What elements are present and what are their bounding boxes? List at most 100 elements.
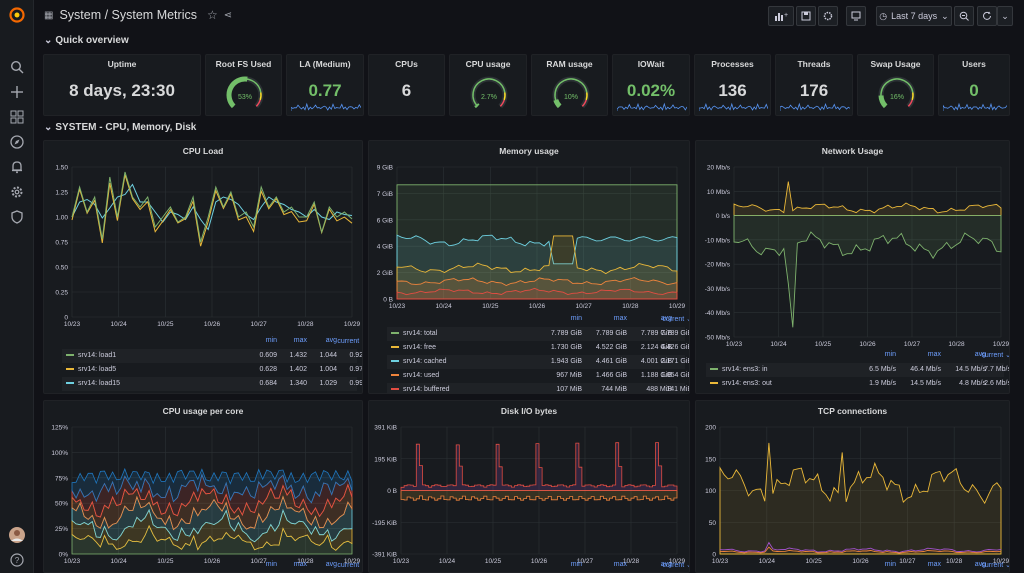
legend-header-min[interactable]: min bbox=[884, 351, 896, 358]
settings-icon[interactable] bbox=[818, 6, 838, 26]
refresh-icon[interactable] bbox=[977, 6, 997, 26]
gauge-value: 2.7% bbox=[481, 94, 497, 101]
legend-header-max[interactable]: max bbox=[293, 337, 307, 344]
star-icon[interactable]: ☆ bbox=[206, 8, 218, 22]
panel-disk-io-bytes[interactable]: Disk I/O bytes 391 KiB 195 KiB 0 B -195 KiB… bbox=[368, 400, 690, 573]
legend-header-avg[interactable]: avg bbox=[325, 561, 337, 568]
stat-users[interactable]: Users 0 bbox=[938, 54, 1010, 116]
cpu-load-chart[interactable]: 1.50 1.25 1.00 0.75 0.50 0.25 010/23 10/24 10/25… bbox=[44, 159, 363, 359]
legend-header-min[interactable]: min bbox=[570, 561, 582, 568]
dashboard-title[interactable]: System / System Metrics bbox=[59, 8, 197, 22]
stat-processes[interactable]: Processes 136 bbox=[694, 54, 771, 116]
memory-usage-chart[interactable]: 9 GiB 7 GiB 6 GiB 4 GiB 2 GiB 0 B10/23 10/24 10… bbox=[369, 159, 690, 331]
legend-row[interactable]: srv14: ens3: in 6.5 Mb/s 46.4 Mb/s 14.5 Mb/… bbox=[706, 363, 1009, 377]
legend-current-value: 2.171 GiB bbox=[660, 358, 690, 365]
legend-row[interactable]: srv14: load5 0.628 1.402 1.004 0.974 bbox=[62, 363, 362, 377]
save-icon[interactable] bbox=[796, 6, 816, 26]
stat-swap-usage[interactable]: Swap Usage 16% bbox=[857, 54, 934, 116]
legend-row[interactable]: srv14: cached 1.943 GiB 4.461 GiB 4.001 GiB… bbox=[387, 355, 689, 369]
legend-header-current[interactable]: current ⌄ bbox=[662, 562, 690, 569]
panel-cpu-usage-per-core[interactable]: CPU usage per core 125% 100% 75% 50% 25% 0% 10… bbox=[43, 400, 363, 573]
stat-cpu-usage[interactable]: CPU usage 2.7% bbox=[449, 54, 527, 116]
panel-title: Network Usage bbox=[821, 146, 884, 156]
bell-icon[interactable] bbox=[9, 159, 25, 175]
share-icon[interactable]: ⋖ bbox=[223, 9, 233, 21]
search-icon[interactable] bbox=[9, 59, 25, 75]
legend-header-max[interactable]: max bbox=[927, 351, 941, 358]
legend-header-current[interactable]: current ⌄ bbox=[981, 352, 1010, 359]
legend-header-max[interactable]: max bbox=[613, 315, 627, 322]
legend-header-min[interactable]: min bbox=[265, 337, 277, 344]
legend-row[interactable]: srv14: used 967 MiB 1.466 GiB 1.188 GiB 1.05… bbox=[387, 369, 689, 383]
legend-header-max[interactable]: max bbox=[613, 561, 627, 568]
legend-row[interactable]: srv14: buffered 107 MiB 744 MiB 488 MiB 141 … bbox=[387, 383, 689, 393]
gauge-fill bbox=[474, 103, 480, 109]
network-usage-chart[interactable]: 20 Mb/s 10 Mb/s 0 b/s -10 Mb/s -20 Mb/s -30 M… bbox=[696, 159, 1010, 359]
zoom-out-icon[interactable] bbox=[954, 6, 974, 26]
refresh-interval-dropdown[interactable]: ⌄ bbox=[997, 6, 1013, 26]
avatar[interactable] bbox=[9, 527, 25, 543]
stat-la-medium[interactable]: LA (Medium) 0.77 bbox=[286, 54, 364, 116]
time-range-picker[interactable]: ◷ Last 7 days ⌄ bbox=[876, 6, 952, 26]
stat-threads[interactable]: Threads 176 bbox=[775, 54, 853, 116]
compass-icon[interactable] bbox=[9, 134, 25, 150]
legend-row[interactable]: srv14: ens3: out 1.9 Mb/s 14.5 Mb/s 4.8 Mb/… bbox=[706, 377, 1009, 391]
stat-iowait[interactable]: IOWait 0.02% bbox=[612, 54, 690, 116]
legend-min-value: 7.789 GiB bbox=[550, 330, 582, 337]
legend-row[interactable]: srv14: total 7.789 GiB 7.789 GiB 7.789 GiB 7… bbox=[387, 327, 689, 341]
legend-header-avg[interactable]: avg bbox=[660, 315, 672, 322]
legend-header-current[interactable]: current ⌄ bbox=[981, 562, 1010, 569]
row-system[interactable]: ⌄ SYSTEM - CPU, Memory, Disk bbox=[44, 122, 197, 133]
tcp-established-area bbox=[719, 442, 1002, 555]
cpu-per-core-chart[interactable]: 125% 100% 75% 50% 25% 0%10/23 10/24 10/25 10/26 1… bbox=[44, 419, 363, 565]
legend-header-current[interactable]: current ⌄ bbox=[337, 338, 362, 345]
gear-icon[interactable] bbox=[9, 184, 25, 200]
legend-header-max[interactable]: max bbox=[927, 561, 941, 568]
x-tick-label: 10/29 bbox=[993, 558, 1010, 564]
shield-icon[interactable] bbox=[9, 209, 25, 225]
legend-header-min[interactable]: min bbox=[570, 315, 582, 322]
stat-label: Uptime bbox=[107, 59, 137, 69]
legend-row[interactable]: srv14: load1 0.609 1.432 1.044 0.929 bbox=[62, 349, 362, 363]
legend-header-current[interactable]: current ⌄ bbox=[337, 562, 362, 569]
stat-root-fs-used[interactable]: Root FS Used 53% bbox=[205, 54, 282, 116]
x-tick-label: 10/27 bbox=[904, 341, 921, 348]
legend-header-avg[interactable]: avg bbox=[660, 561, 672, 568]
x-tick-label: 10/27 bbox=[576, 303, 593, 310]
x-tick-label: 10/27 bbox=[251, 558, 268, 564]
legend-avg-value: 4.8 Mb/s bbox=[959, 380, 986, 387]
legend-header-current[interactable]: current ⌄ bbox=[662, 316, 690, 323]
legend-max-value: 1.432 bbox=[289, 352, 307, 359]
row-quick-overview[interactable]: ⌄ Quick overview bbox=[44, 35, 129, 46]
legend-current-value: 2.6 Mb/s bbox=[984, 380, 1010, 387]
stat-label: Users bbox=[962, 59, 986, 69]
legend-header-min[interactable]: min bbox=[884, 561, 896, 568]
legend-header-min[interactable]: min bbox=[265, 561, 277, 568]
panel-tcp-connections[interactable]: TCP connections 200 150 100 50 0 10/23 10/24 10… bbox=[695, 400, 1010, 573]
plus-icon[interactable] bbox=[9, 84, 25, 100]
panel-memory-usage[interactable]: Memory usage 9 GiB 7 GiB 6 GiB 4 GiB 2 GiB 0 … bbox=[368, 140, 690, 394]
panel-cpu-load[interactable]: CPU Load 1.50 1.25 1.00 0.75 0.50 0.25 0 10/23 1… bbox=[43, 140, 363, 394]
stat-ram-usage[interactable]: RAM usage 10% bbox=[531, 54, 608, 116]
legend-row[interactable]: srv14: load15 0.684 1.340 1.029 0.998 bbox=[62, 377, 362, 391]
x-tick-label: 10/26 bbox=[852, 558, 869, 564]
add-panel-button[interactable]: + bbox=[768, 6, 794, 26]
stat-label: Processes bbox=[711, 59, 754, 69]
dashboards-icon[interactable] bbox=[9, 109, 25, 125]
tv-mode-icon[interactable] bbox=[846, 6, 866, 26]
legend-row[interactable]: srv14: free 1.730 GiB 4.522 GiB 2.124 GiB 4.… bbox=[387, 341, 689, 355]
x-tick-label: 10/25 bbox=[157, 321, 174, 328]
chevron-down-icon: ⌄ bbox=[941, 10, 949, 21]
tcp-connections-chart[interactable]: 200 150 100 50 010/23 10/24 10/25 10/26 10/27 10/… bbox=[696, 419, 1010, 565]
stat-cpus[interactable]: CPUs 6 bbox=[368, 54, 445, 116]
help-icon[interactable]: ? bbox=[9, 552, 25, 568]
legend-header-avg[interactable]: avg bbox=[974, 351, 986, 358]
legend-header-avg[interactable]: avg bbox=[325, 337, 337, 344]
stat-uptime[interactable]: Uptime 8 days, 23:30 bbox=[43, 54, 201, 116]
legend-header-max[interactable]: max bbox=[293, 561, 307, 568]
panel-network-usage[interactable]: Network Usage 20 Mb/s 10 Mb/s 0 b/s -10 Mb/… bbox=[695, 140, 1010, 394]
x-tick-label: 10/29 bbox=[344, 558, 361, 564]
legend-header-avg[interactable]: avg bbox=[974, 561, 986, 568]
grafana-logo-icon[interactable] bbox=[9, 7, 25, 23]
